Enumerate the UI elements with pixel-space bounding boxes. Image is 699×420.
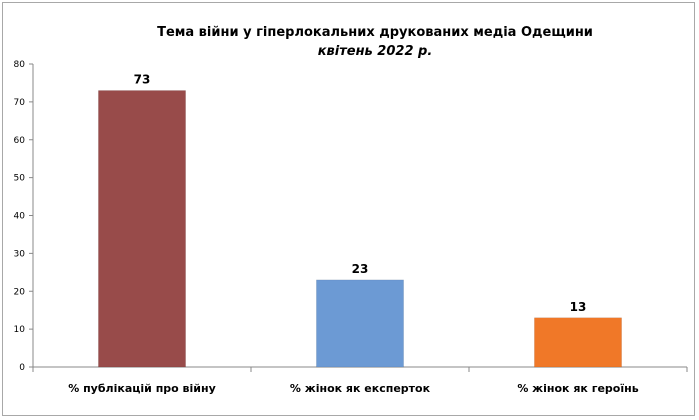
data-label: 73 [134, 73, 151, 87]
y-tick-label: 40 [14, 212, 26, 222]
data-label: 13 [570, 300, 587, 314]
y-tick-label: 60 [14, 136, 26, 146]
data-label: 23 [352, 262, 369, 276]
category-label: % жінок як героїнь [517, 382, 638, 395]
y-tick-label: 10 [14, 325, 26, 335]
y-tick-label: 50 [14, 174, 26, 184]
bar [316, 279, 404, 368]
y-tick-label: 0 [19, 363, 25, 373]
bar-chart: Тема війни у гіперлокальних друкованих м… [14, 25, 688, 395]
axes: 0 10 20 30 40 50 60 70 80 % публікацій про війну%… [14, 60, 688, 395]
category-label: % публікацій про війну [68, 382, 216, 395]
y-tick-label: 20 [14, 287, 26, 297]
y-tick-label: 70 [14, 98, 26, 108]
chart-subtitle: квітень 2022 р. [318, 44, 433, 59]
category-label: % жінок як експерток [290, 382, 431, 395]
chart-frame: Тема війни у гіперлокальних друкованих м… [2, 2, 695, 416]
chart-title: Тема війни у гіперлокальних друкованих м… [157, 25, 593, 40]
bar [534, 317, 622, 368]
bar [98, 90, 186, 368]
bars: 73 23 13 [98, 73, 622, 368]
y-tick-label: 30 [14, 249, 26, 259]
y-tick-label: 80 [14, 60, 26, 70]
